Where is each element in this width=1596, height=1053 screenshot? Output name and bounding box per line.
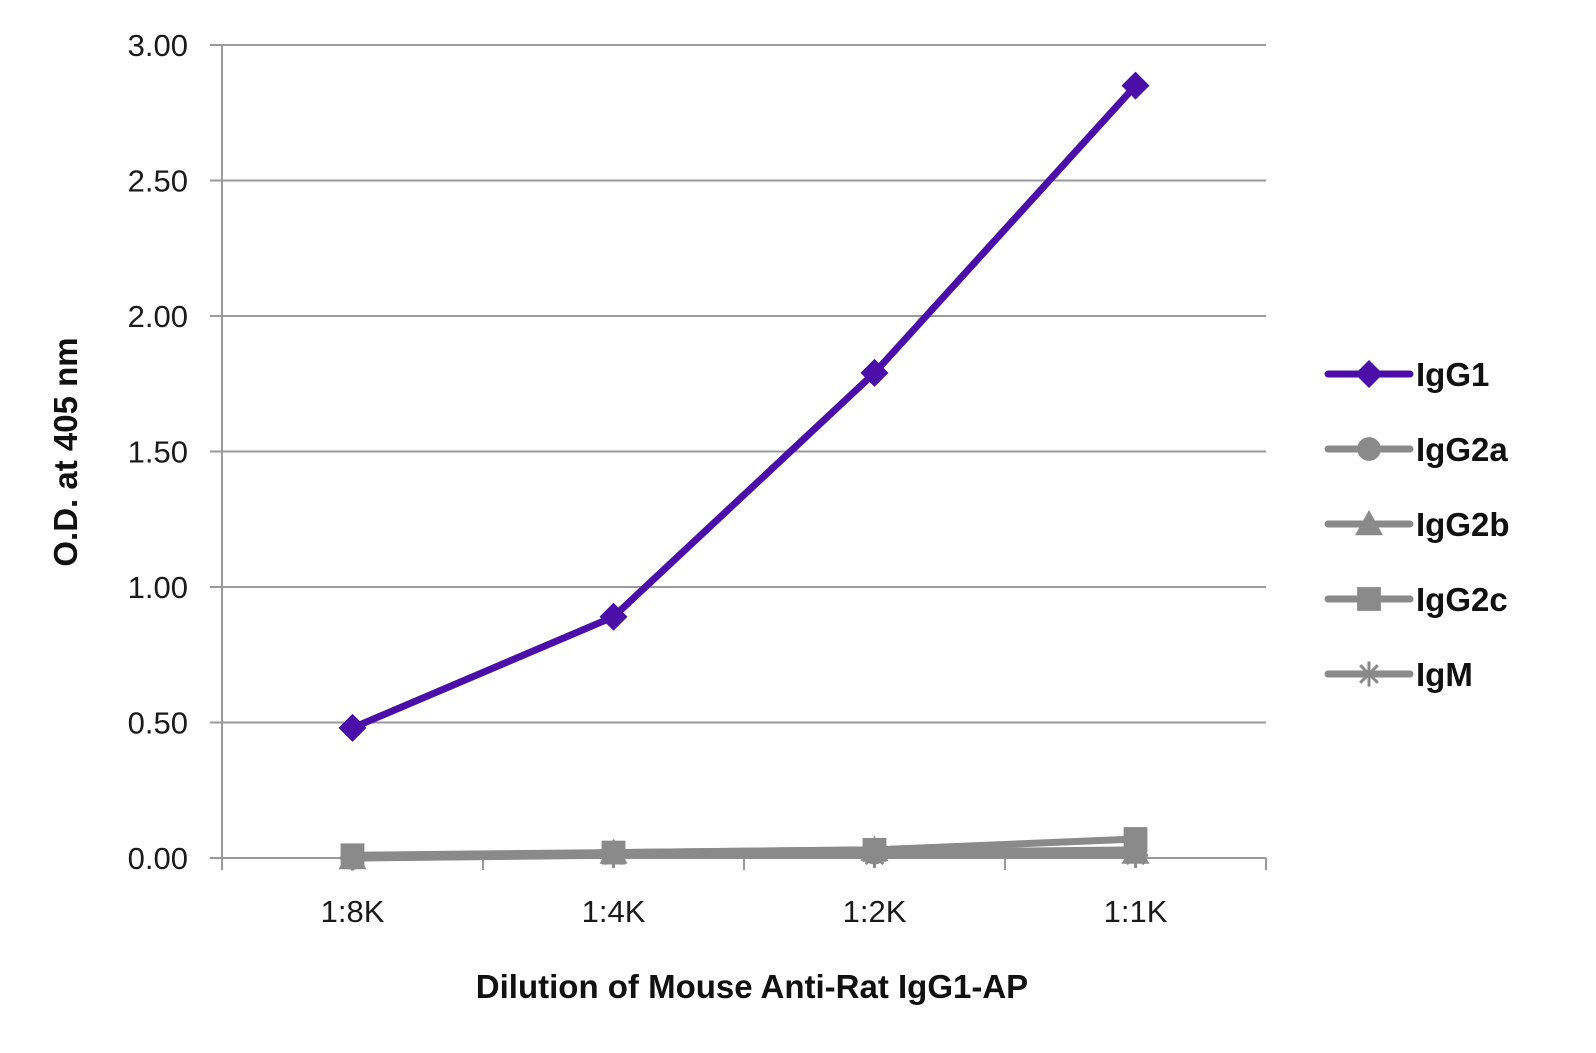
y-tick-label: 0.50 [128,706,188,741]
data-point-igg2a [862,840,887,865]
x-tick-label: 1:1K [1104,894,1168,929]
y-tick-label: 0.00 [128,841,188,876]
legend-marker-igg1 [1355,360,1383,388]
series-line-igg1 [349,82,1139,732]
legend-label: IgG2c [1416,581,1508,618]
y-tick-label: 3.00 [128,28,188,63]
legend-label: IgG2a [1416,431,1508,468]
data-point-igg1 [599,602,628,631]
legend-marker-igg2c [1357,587,1381,611]
legend-label: IgG1 [1416,356,1489,393]
axes [210,44,1267,870]
legend-marker-igg2a [1357,437,1381,461]
y-axis-title: O.D. at 405 nm [47,337,84,566]
legend: IgG1 IgG2a IgG2b IgG2c IgM [1324,356,1510,693]
series-line-igg2a [349,846,1139,862]
data-point-igg1 [1121,71,1150,100]
series-markers [338,71,1150,871]
data-point-igg1 [338,713,367,742]
legend-label: IgG2b [1416,506,1510,543]
x-tick-label: 1:4K [582,894,646,929]
x-axis-title: Dilution of Mouse Anti-Rat IgG1-AP [476,968,1028,1005]
y-tick-label: 1.00 [128,570,188,605]
data-point-igg1 [860,358,889,387]
y-tick-label: 1.50 [128,435,188,470]
legend-marker-igg2b [1355,510,1383,536]
y-tick-label: 2.50 [128,164,188,199]
x-tick-label: 1:2K [843,894,907,929]
marker-stroke [1359,664,1379,684]
data-point-igg2a [1123,837,1148,862]
y-tick-labels: 0.00 0.50 1.00 1.50 2.00 2.50 3.00 [128,28,188,876]
series-lines [349,82,1139,862]
x-tick-labels: 1:8K 1:4K 1:2K 1:1K [321,894,1168,929]
gridlines [222,44,1266,724]
data-point-igg2a [340,846,365,870]
x-tick-label: 1:8K [321,894,385,929]
legend-marker-igm [1356,661,1382,687]
data-point-igg2a [601,840,626,865]
y-tick-label: 2.00 [128,299,188,334]
legend-label: IgM [1416,656,1473,693]
